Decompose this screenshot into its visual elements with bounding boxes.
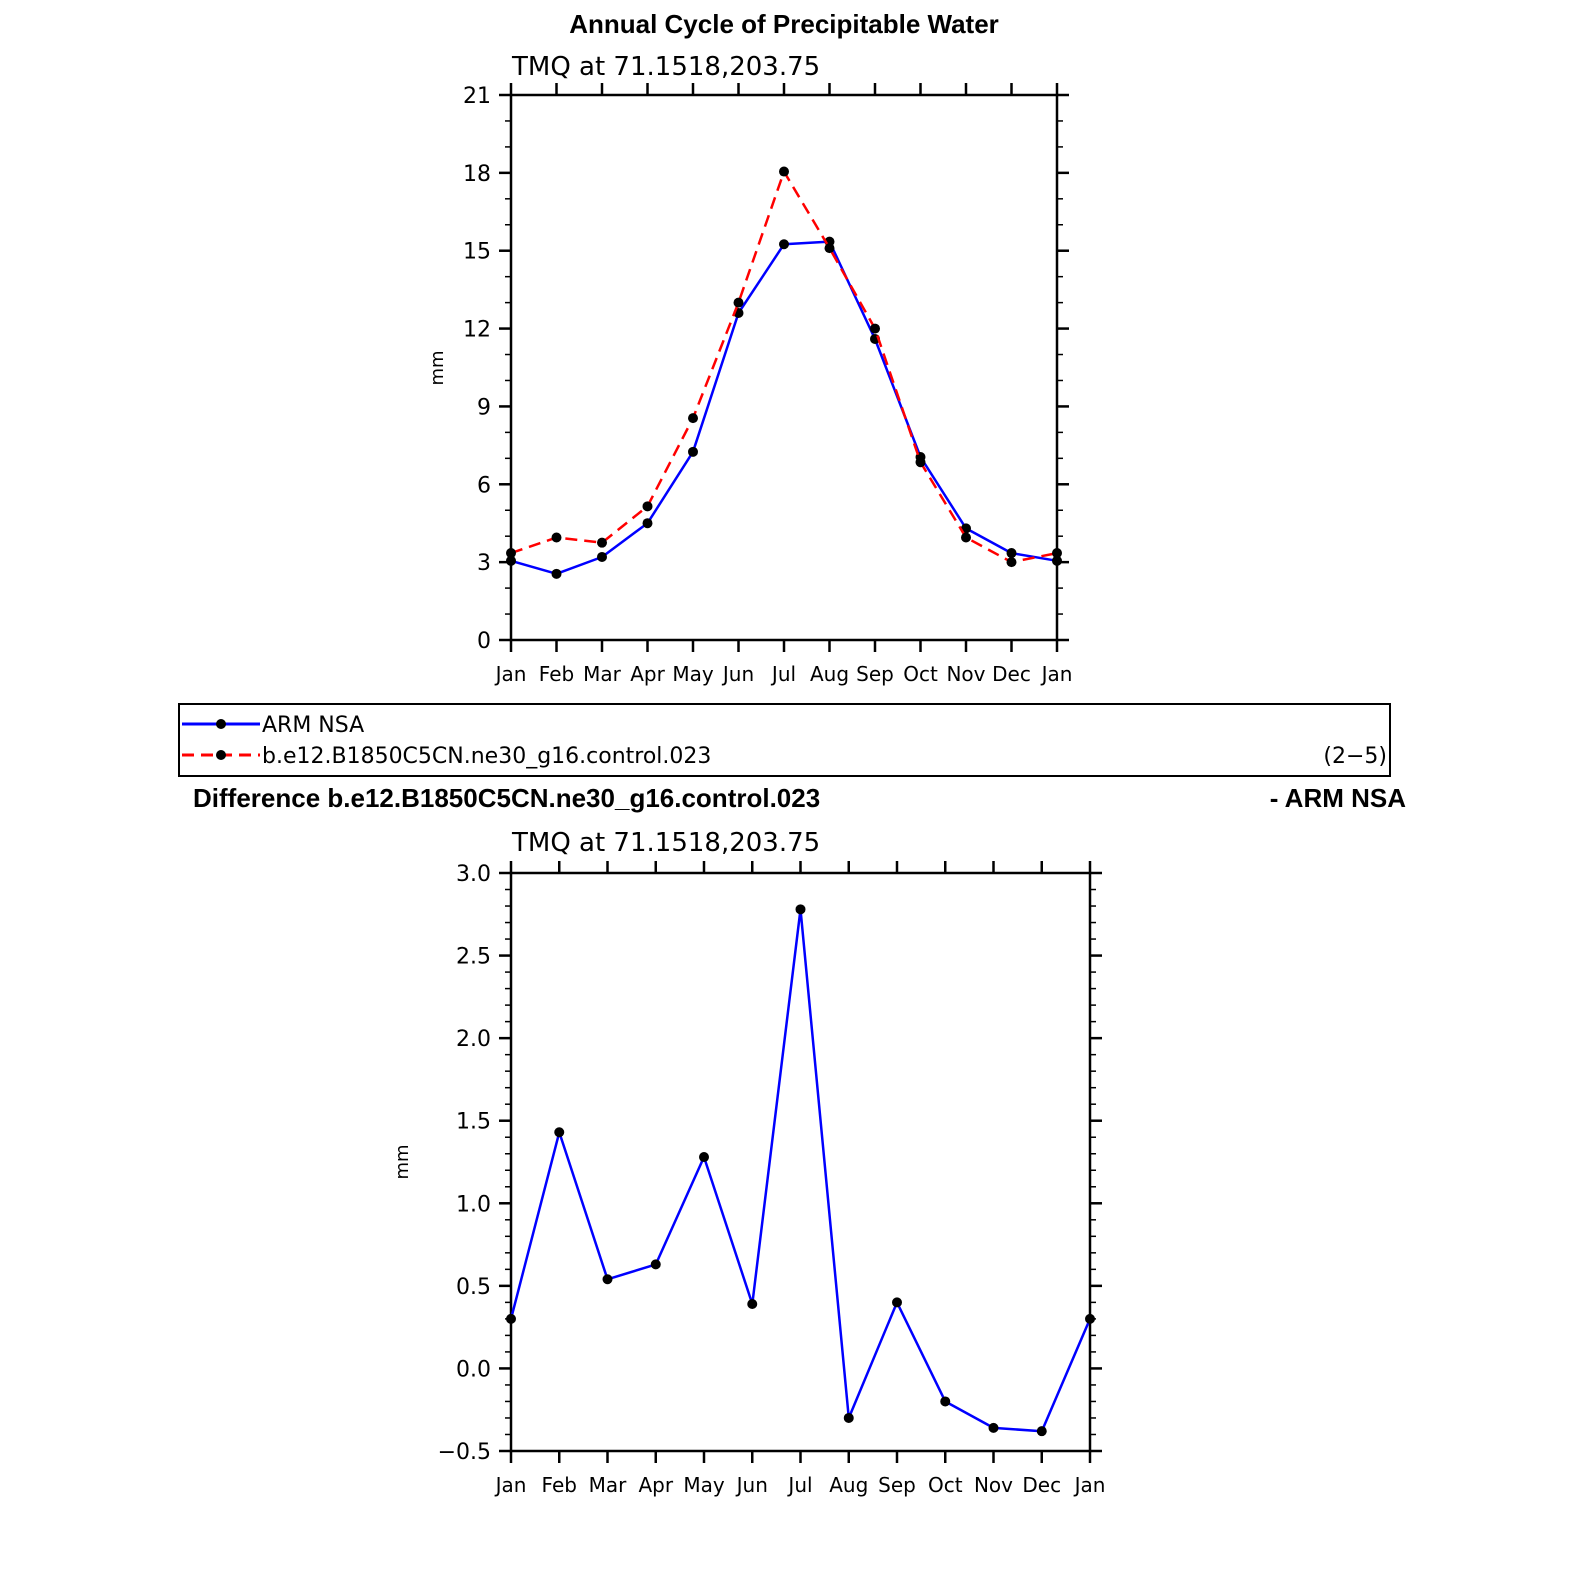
bottom-xtick-label: Jan — [1073, 1473, 1106, 1497]
bottom-ytick-label: 1.5 — [456, 1110, 491, 1135]
bottom-series-0-point — [892, 1297, 902, 1308]
top-xtick-label: Apr — [630, 662, 665, 686]
bottom-ytick-label: 0.5 — [456, 1275, 491, 1300]
bottom-series-0-point — [843, 1412, 854, 1423]
bottom-xtick-label: May — [683, 1473, 725, 1497]
top-xtick-label: May — [672, 662, 714, 686]
bottom-series-0-point — [554, 1127, 565, 1138]
top-chart-subtitle: TMQ at 71.1518,203.75 — [511, 52, 820, 82]
bottom-xtick-label: Oct — [928, 1473, 963, 1497]
bottom-ytick-label: 2.0 — [456, 1027, 491, 1052]
bottom-series-0-point — [602, 1274, 613, 1285]
top-xtick-label: Oct — [903, 662, 938, 686]
top-xtick-label: Dec — [992, 662, 1031, 686]
top-series-1-point — [1006, 557, 1017, 568]
top-series-1-point — [915, 457, 926, 468]
top-ytick-label: 3 — [477, 551, 491, 576]
bottom-series-0-line — [509, 908, 1092, 1433]
top-series-0-point — [551, 568, 562, 579]
top-xtick-label: Nov — [946, 662, 985, 686]
top-chart-title: Annual Cycle of Precipitable Water — [569, 9, 999, 39]
bottom-xtick-label: Feb — [542, 1473, 577, 1497]
top-ytick-label: 21 — [463, 84, 491, 109]
legend-marker-model — [216, 750, 226, 760]
bottom-xtick-label: Sep — [878, 1473, 916, 1497]
bottom-chart-ylabel: mm — [392, 1144, 413, 1179]
top-xtick-label: Mar — [583, 662, 622, 686]
legend-box — [178, 703, 1391, 777]
bottom-ytick-label: −0.5 — [438, 1440, 491, 1465]
bottom-xtick-label: Jul — [786, 1473, 812, 1497]
bottom-series-0-point — [506, 1313, 516, 1324]
bottom-xtick-label: Apr — [638, 1473, 673, 1497]
top-ytick-label: 12 — [463, 318, 491, 343]
legend: ARM NSA b.e12.B1850C5CN.ne30_g16.control… — [178, 703, 1391, 777]
top-series-1-point — [597, 537, 607, 548]
top-series-0-point — [688, 446, 698, 457]
top-series-1-point — [961, 532, 971, 543]
bottom-series-0-point — [747, 1299, 758, 1310]
top-ytick-label: 9 — [477, 395, 491, 420]
bottom-xtick-label: Aug — [829, 1473, 868, 1497]
legend-item-arm: ARM NSA — [262, 713, 364, 738]
top-series-0-point — [506, 555, 516, 566]
bottom-series-0-point — [650, 1259, 661, 1270]
bottom-chart-subtitle: TMQ at 71.1518,203.75 — [511, 828, 820, 858]
bottom-series-0-point — [988, 1422, 999, 1433]
bottom-ytick-label: 3.0 — [456, 862, 491, 887]
top-series-0-point — [779, 239, 789, 250]
bottom-series-0-point — [940, 1396, 951, 1407]
bottom-xtick-label: Mar — [589, 1473, 628, 1497]
bottom-plot-frame — [509, 871, 1092, 1453]
top-xtick-label: Jan — [494, 662, 527, 686]
bottom-chart-title-right: - ARM NSA — [1270, 783, 1406, 813]
top-series-1-line — [510, 170, 1058, 564]
bottom-ytick-label: 0.0 — [456, 1357, 491, 1382]
top-xtick-label: Feb — [539, 662, 574, 686]
bottom-xtick-label: Jun — [735, 1473, 768, 1497]
top-ytick-label: 0 — [477, 629, 491, 654]
bottom-series-0-point — [795, 904, 806, 915]
top-series-1-point — [506, 548, 516, 559]
bottom-series-0-point — [699, 1152, 709, 1163]
panel-label: (2−5) — [1323, 744, 1387, 769]
legend-marker-arm — [216, 719, 226, 729]
legend-item-model: b.e12.B1850C5CN.ne30_g16.control.023 — [262, 744, 711, 769]
top-chart-ylabel: mm — [427, 350, 448, 385]
top-series-1-point — [642, 501, 653, 512]
top-series-0-point — [1006, 548, 1017, 559]
top-ytick-label: 6 — [477, 473, 491, 498]
top-series-0-point — [597, 551, 607, 562]
top-series-1-point — [1052, 548, 1062, 559]
bottom-plot-area: −0.5 0.0 0.5 1.0 1.5 2.0 2.5 3.0 Jan Feb Mar Apr May… — [438, 861, 1106, 1497]
top-plot-frame — [509, 93, 1059, 642]
top-xtick-label: Jan — [1040, 662, 1073, 686]
top-series-0-point — [1052, 555, 1062, 566]
top-plot-area: 0 3 6 9 12 15 18 21 Jan Feb Mar Apr May Jun Jul Aug Sep O… — [463, 83, 1072, 686]
top-series-1-point — [779, 166, 789, 177]
bottom-xtick-label: Nov — [974, 1473, 1013, 1497]
top-series-1-point — [870, 323, 880, 334]
top-series-1-point — [551, 532, 562, 543]
top-xtick-label: Sep — [856, 662, 894, 686]
top-xtick-label: Aug — [810, 662, 849, 686]
bottom-ytick-label: 2.5 — [456, 945, 491, 970]
top-series-1-point — [824, 243, 835, 254]
bottom-xtick-label: Jan — [494, 1473, 527, 1497]
top-xtick-label: Jul — [770, 662, 796, 686]
top-series-0-point — [961, 523, 971, 534]
top-series-1-point — [733, 297, 744, 308]
bottom-ytick-label: 1.0 — [456, 1192, 491, 1217]
bottom-series-0-point — [1085, 1313, 1095, 1324]
top-series-0-point — [642, 518, 653, 529]
top-ytick-label: 15 — [463, 240, 491, 265]
top-xtick-label: Jun — [721, 662, 754, 686]
bottom-xtick-label: Dec — [1022, 1473, 1061, 1497]
top-series-1-point — [688, 413, 698, 424]
bottom-chart-title: Difference b.e12.B1850C5CN.ne30_g16.cont… — [193, 783, 820, 813]
top-series-0-line — [510, 240, 1058, 576]
top-ytick-label: 18 — [463, 162, 491, 187]
bottom-series-0-point — [1036, 1426, 1047, 1437]
